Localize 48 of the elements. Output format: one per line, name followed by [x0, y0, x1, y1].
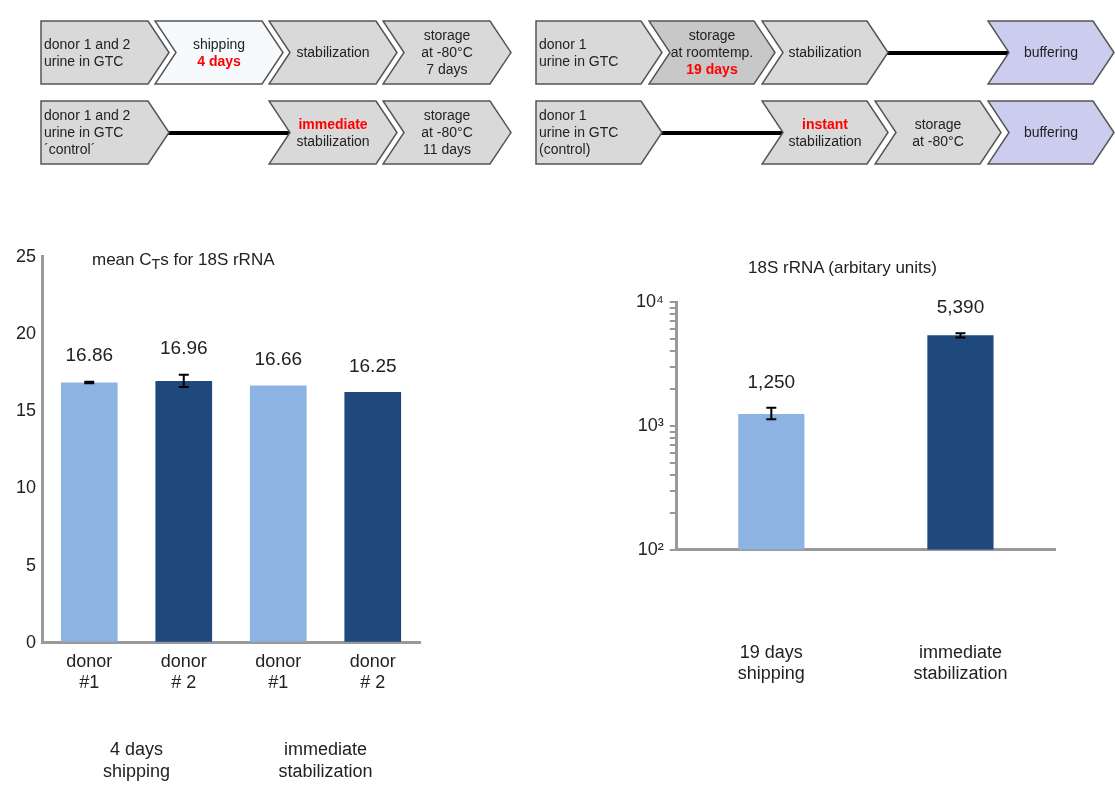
y-tick-label: 10²: [637, 538, 664, 559]
y-tick-label: 0: [26, 631, 37, 652]
text: stabilization: [296, 132, 370, 150]
y-tick-label: 25: [15, 245, 37, 266]
text: buffering: [1023, 124, 1079, 141]
text: donor 1 and 2 urine in GTC: [44, 35, 131, 70]
text: storage at -80°C 11 days: [421, 107, 473, 158]
x-tick-label: immediate stabilization: [913, 641, 1008, 684]
text: stabilization: [788, 132, 862, 150]
text: shipping: [192, 35, 246, 53]
y-tick-label: 5: [26, 554, 37, 575]
text: donor 1 urine in GTC (control): [539, 107, 619, 158]
bar: [155, 380, 213, 642]
x-tick-label: donor # 2: [160, 650, 207, 693]
data-label: 16.96: [159, 337, 208, 359]
bar: [249, 385, 307, 642]
text: 19 days: [686, 61, 738, 78]
x-tick-label: 19 days shipping: [737, 641, 805, 684]
text: stabilization: [788, 44, 862, 61]
text: storage at -80°C: [912, 115, 964, 150]
y-tick-label: 10: [15, 477, 37, 498]
y-tick-label: 15: [15, 400, 37, 421]
chart-title: mean C$_{T}$s for 18S rRNA: [92, 250, 275, 273]
y-tick-label: 10⁴: [635, 290, 664, 311]
text: instant: [802, 115, 848, 133]
text: storage at roomtemp.: [670, 27, 754, 61]
text: immediate: [298, 115, 368, 133]
bar: [344, 391, 402, 642]
bar: [60, 382, 118, 642]
text: donor 1 urine in GTC: [539, 35, 619, 70]
data-label: 5,390: [936, 295, 985, 317]
y-tick-label: 20: [15, 322, 37, 343]
text: 4 days shipping: [102, 738, 171, 781]
text: 4 days: [197, 52, 241, 70]
data-label: 16.86: [65, 344, 114, 366]
x-tick-label: donor # 2: [349, 650, 396, 693]
text: donor 1 and 2 urine in GTC ´control´: [44, 107, 131, 158]
data-label: 16.66: [254, 348, 303, 370]
text: stabilization: [296, 44, 370, 61]
y-tick-label: 10³: [637, 414, 664, 435]
text: storage at -80°C 7 days: [421, 27, 473, 78]
text: buffering: [1023, 44, 1079, 61]
data-label: 1,250: [747, 370, 796, 392]
chart-title: 18S rRNA (arbitary units): [748, 258, 937, 278]
data-label: 16.25: [348, 354, 397, 376]
x-tick-label: donor #1: [66, 650, 113, 693]
text: immediate stabilization: [278, 738, 373, 781]
x-tick-label: donor #1: [255, 650, 302, 693]
